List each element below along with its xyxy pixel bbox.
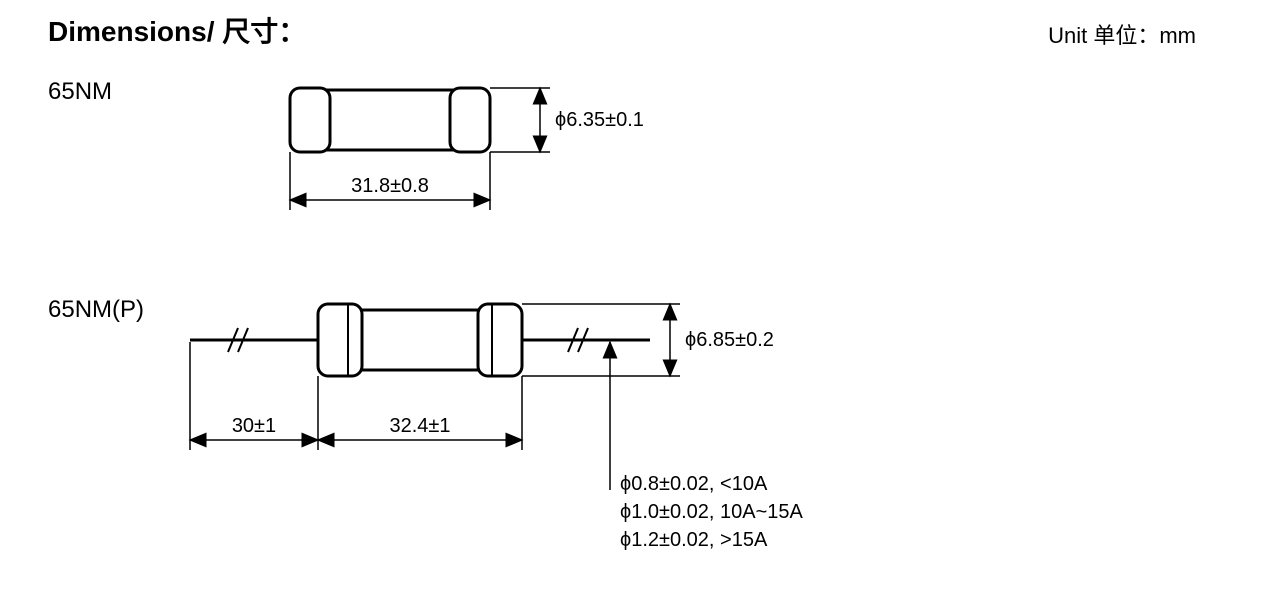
fuse-cap-right <box>478 304 522 376</box>
wire-spec-2: ϕ1.2±0.02, >15A <box>620 529 768 551</box>
section-title: Dimensions/ 尺寸： <box>48 10 306 50</box>
dim-length-text: 31.8±0.8 <box>351 175 429 197</box>
fuse-cap-left <box>290 88 330 152</box>
page: Dimensions/ 尺寸： Unit 单位：mm 65NM 65NM(P) <box>0 0 1276 593</box>
part-a-drawing: 31.8±0.8 ϕ6.35±0.1 <box>220 70 720 245</box>
wire-spec-1: ϕ1.0±0.02, 10A~15A <box>620 501 804 523</box>
fuse-cap-right <box>450 88 490 152</box>
part-b-drawing: 30±1 32.4±1 ϕ6.85±0.2 ϕ0.8±0.02, <10A ϕ1… <box>150 290 910 595</box>
part-b-label: 65NM(P) <box>48 296 144 324</box>
dim-lead-length-text: 30±1 <box>232 415 276 437</box>
wire-spec-0: ϕ0.8±0.02, <10A <box>620 473 768 495</box>
unit-label: Unit 单位：mm <box>1048 18 1196 50</box>
fuse-cap-left <box>318 304 362 376</box>
dim-body-length-text: 32.4±1 <box>389 415 450 437</box>
dim-diameter-text: ϕ6.35±0.1 <box>555 109 644 131</box>
part-a-label: 65NM <box>48 78 112 106</box>
dim-diameter-text: ϕ6.85±0.2 <box>685 329 774 351</box>
